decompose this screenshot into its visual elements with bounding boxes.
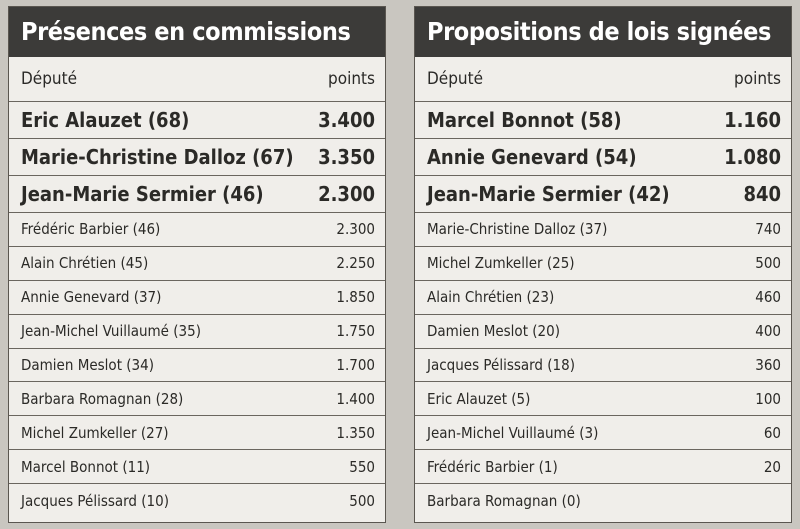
table-row: Michel Zumkeller (25) 500 xyxy=(415,247,791,281)
deputy-name: Marcel Bonnot (58) xyxy=(427,108,622,132)
table-row: Marcel Bonnot (11) 550 xyxy=(9,450,385,485)
deputy-name: Jacques Pélissard (18) xyxy=(427,356,575,374)
column-points: points xyxy=(734,69,781,89)
points-value: 360 xyxy=(755,356,781,374)
deputy-name: Jean-Marie Sermier (42) xyxy=(427,182,670,206)
points-value: 2.300 xyxy=(336,220,375,239)
deputy-name: Barbara Romagnan (28) xyxy=(21,389,184,408)
table-row: Annie Genevard (37) 1.850 xyxy=(9,281,385,315)
table-title: Présences en commissions xyxy=(9,7,385,57)
table-row: Jean-Marie Sermier (46) 2.300 xyxy=(9,176,385,213)
table-row: Frédéric Barbier (46) 2.300 xyxy=(9,213,385,247)
deputy-name: Damien Meslot (20) xyxy=(427,322,560,341)
table-row: Eric Alauzet (5) 100 xyxy=(415,382,791,417)
table-row: Michel Zumkeller (27) 1.350 xyxy=(9,416,385,451)
deputy-name: Frédéric Barbier (46) xyxy=(21,220,161,239)
table-row: Damien Meslot (20) 400 xyxy=(415,315,791,349)
points-value: 1.350 xyxy=(336,423,375,442)
points-value: 500 xyxy=(349,492,375,511)
table-rows: Marcel Bonnot (58) 1.160 Annie Genevard (5… xyxy=(415,102,791,518)
points-value: 20 xyxy=(763,457,781,476)
deputy-name: Jean-Michel Vuillaumé (3) xyxy=(427,423,599,442)
table-row: Frédéric Barbier (1) 20 xyxy=(415,450,791,485)
deputy-name: Frédéric Barbier (1) xyxy=(427,457,558,476)
table-row: Eric Alauzet (68) 3.400 xyxy=(9,102,385,139)
table-presences: Présences en commissions Député points E… xyxy=(8,6,386,523)
table-row: Alain Chrétien (45) 2.250 xyxy=(9,247,385,281)
table-row: Jean-Michel Vuillaumé (35) 1.750 xyxy=(9,315,385,349)
deputy-name: Marcel Bonnot (11) xyxy=(21,457,151,476)
table-title: Propositions de lois signées xyxy=(415,7,791,57)
points-value: 1.160 xyxy=(724,108,781,132)
deputy-name: Jacques Pélissard (10) xyxy=(21,492,169,511)
deputy-name: Eric Alauzet (68) xyxy=(21,108,190,132)
table-row: Jacques Pélissard (10) 500 xyxy=(9,484,385,518)
points-value: 1.400 xyxy=(336,389,375,408)
points-value: 1.850 xyxy=(336,288,375,307)
points-value: 2.300 xyxy=(318,182,375,206)
deputy-name: Annie Genevard (54) xyxy=(427,145,637,169)
points-value: 1.750 xyxy=(336,322,375,341)
table-row: Jean-Marie Sermier (42) 840 xyxy=(415,176,791,213)
column-points: points xyxy=(328,69,375,89)
points-value: 3.400 xyxy=(318,108,375,132)
column-deputy: Député xyxy=(21,69,78,89)
table-row: Damien Meslot (34) 1.700 xyxy=(9,349,385,383)
deputy-name: Jean-Michel Vuillaumé (35) xyxy=(21,322,201,341)
points-value: 400 xyxy=(755,322,781,341)
deputy-name: Marie-Christine Dalloz (67) xyxy=(21,145,294,169)
points-value: 1.080 xyxy=(724,145,781,169)
table-row: Barbara Romagnan (28) 1.400 xyxy=(9,382,385,417)
deputy-name: Annie Genevard (37) xyxy=(21,288,162,307)
table-row: Marcel Bonnot (58) 1.160 xyxy=(415,102,791,139)
deputy-name: Damien Meslot (34) xyxy=(21,356,154,374)
points-value: 550 xyxy=(349,457,375,476)
points-value: 100 xyxy=(755,389,781,408)
deputy-name: Barbara Romagnan (0) xyxy=(427,492,581,511)
column-header: Député points xyxy=(9,57,385,102)
column-deputy: Député xyxy=(427,69,484,89)
table-row: Alain Chrétien (23) 460 xyxy=(415,281,791,315)
points-value: 2.250 xyxy=(336,254,375,273)
table-row: Jean-Michel Vuillaumé (3) 60 xyxy=(415,416,791,451)
table-row: Barbara Romagnan (0) xyxy=(415,484,791,518)
table-row: Marie-Christine Dalloz (37) 740 xyxy=(415,213,791,247)
deputy-name: Eric Alauzet (5) xyxy=(427,389,531,408)
deputy-name: Alain Chrétien (23) xyxy=(427,288,555,307)
points-value: 60 xyxy=(763,423,781,442)
points-value: 3.350 xyxy=(318,145,375,169)
deputy-name: Alain Chrétien (45) xyxy=(21,254,149,273)
points-value: 1.700 xyxy=(336,356,375,374)
points-value: 500 xyxy=(755,254,781,273)
table-row: Annie Genevard (54) 1.080 xyxy=(415,139,791,176)
table-row: Jacques Pélissard (18) 360 xyxy=(415,349,791,383)
table-row: Marie-Christine Dalloz (67) 3.350 xyxy=(9,139,385,176)
deputy-name: Michel Zumkeller (25) xyxy=(427,254,575,273)
points-value: 740 xyxy=(755,220,781,239)
deputy-name: Marie-Christine Dalloz (37) xyxy=(427,220,608,239)
table-propositions: Propositions de lois signées Député poin… xyxy=(414,6,792,523)
points-value: 840 xyxy=(743,182,781,206)
points-value: 460 xyxy=(755,288,781,307)
table-rows: Eric Alauzet (68) 3.400 Marie-Christine Da… xyxy=(9,102,385,518)
deputy-name: Michel Zumkeller (27) xyxy=(21,423,169,442)
column-header: Député points xyxy=(415,57,791,102)
deputy-name: Jean-Marie Sermier (46) xyxy=(21,182,264,206)
